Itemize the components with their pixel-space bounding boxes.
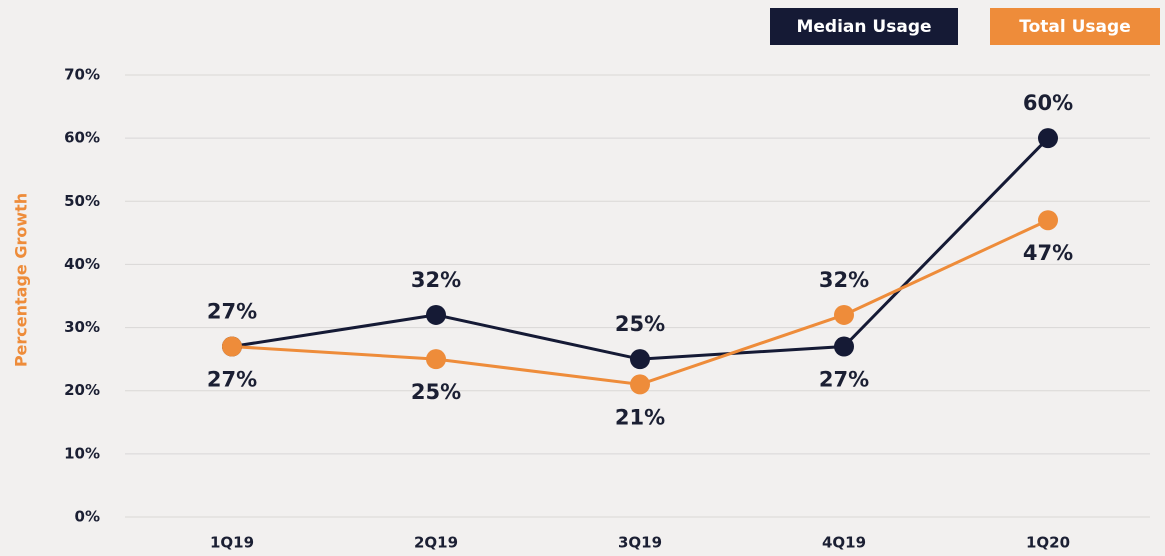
data-point <box>1038 210 1058 231</box>
data-label: 21% <box>615 405 665 429</box>
legend-swatch <box>990 8 1160 45</box>
y-axis-label: Percentage Growth <box>12 193 31 367</box>
y-tick-label: 10% <box>64 444 100 462</box>
data-label: 27% <box>207 368 257 392</box>
data-label: 27% <box>207 300 257 324</box>
data-label: 27% <box>819 368 869 392</box>
x-tick-label: 1Q20 <box>1026 534 1070 552</box>
data-label: 47% <box>1023 241 1073 265</box>
y-tick-label: 50% <box>64 192 100 210</box>
data-label: 32% <box>819 268 869 292</box>
data-label: 25% <box>411 380 461 404</box>
data-point <box>834 336 854 357</box>
data-label: 60% <box>1023 91 1073 115</box>
legend-label: Median Usage <box>796 17 931 37</box>
y-tick-label: 60% <box>64 129 100 147</box>
x-tick-label: 2Q19 <box>414 534 458 552</box>
data-point <box>630 349 650 370</box>
y-tick-label: 0% <box>75 508 100 526</box>
y-tick-label: 40% <box>64 255 100 273</box>
y-tick-label: 70% <box>64 66 100 84</box>
data-point <box>222 336 242 357</box>
y-tick-label: 20% <box>64 381 100 399</box>
data-point <box>426 349 446 370</box>
y-tick-label: 30% <box>64 318 100 336</box>
data-point <box>834 304 854 325</box>
data-label: 25% <box>615 312 665 336</box>
data-label: 32% <box>411 268 461 292</box>
legend-label: Total Usage <box>1019 17 1130 37</box>
x-tick-label: 3Q19 <box>618 534 662 552</box>
legend-swatch <box>770 8 958 45</box>
x-tick-label: 4Q19 <box>822 534 866 552</box>
data-point <box>1038 128 1058 149</box>
data-point <box>426 304 446 325</box>
data-point <box>630 374 650 395</box>
x-tick-label: 1Q19 <box>210 534 254 552</box>
